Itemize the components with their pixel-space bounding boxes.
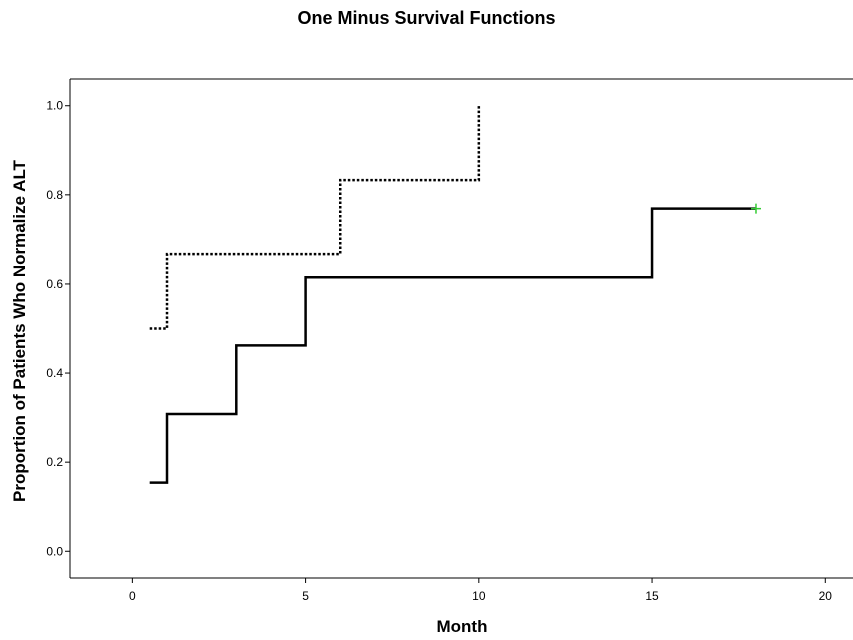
censor-mark [750, 203, 761, 214]
x-axis-ticks: 0 5 10 15 20 [129, 578, 832, 603]
x-axis-title: Month [437, 617, 488, 636]
y-tick-label: 0.8 [46, 188, 63, 202]
survival-curve-1 [149, 207, 756, 484]
y-axis-title: Proportion of Patients Who Normalize ALT [10, 159, 29, 502]
y-tick-label: 0.4 [46, 366, 63, 380]
x-tick-label: 10 [472, 589, 486, 603]
x-tick-label: 20 [819, 589, 833, 603]
y-tick-label: 0.0 [46, 544, 63, 558]
x-tick-label: 5 [302, 589, 309, 603]
chart-title: One Minus Survival Functions [297, 8, 556, 28]
y-tick-label: 1.0 [46, 99, 63, 113]
survival-curve-2 [149, 105, 481, 330]
y-tick-label: 0.2 [46, 455, 63, 469]
y-axis-ticks: 0.0 0.2 0.4 0.6 0.8 1.0 [46, 99, 70, 558]
x-tick-label: 15 [645, 589, 659, 603]
plot-axes [69, 78, 853, 579]
y-tick-label: 0.6 [46, 277, 63, 291]
x-tick-label: 0 [129, 589, 136, 603]
plot-series [149, 105, 761, 484]
